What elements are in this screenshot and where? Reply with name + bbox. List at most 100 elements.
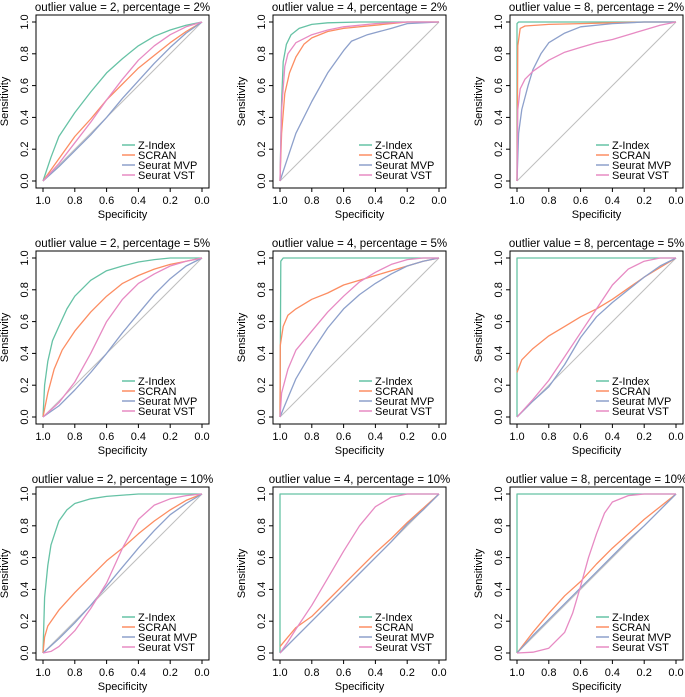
roc-panel: outlier value = 4, percentage = 2% 1.0 0.8… [236, 2, 447, 221]
y-tick-label: 0.6 [19, 550, 31, 565]
reference-diagonal [42, 493, 203, 654]
x-tick-label: 0.4 [605, 431, 620, 443]
y-tick-label: 0.0 [493, 645, 505, 660]
y-tick-label: 0.4 [19, 110, 31, 125]
y-axis-label: Sensitivity [0, 76, 11, 126]
y-tick-label: 0.0 [256, 409, 268, 424]
legend-label: Seurat VST [375, 406, 432, 418]
roc-line-seurat-mvp [279, 493, 440, 654]
x-axis-label: Specificity [335, 209, 385, 221]
x-tick-label: 0.6 [336, 431, 351, 443]
x-tick-label: 0.4 [131, 667, 146, 679]
roc-panel: outlier value = 2, percentage = 10%1.0 0.… [0, 474, 213, 693]
y-tick-label: 0.6 [493, 78, 505, 93]
roc-line-seurat-mvp [42, 493, 203, 654]
x-tick-label: 0.4 [368, 195, 383, 207]
roc-line-seurat-vst [279, 21, 439, 182]
y-tick-label: 0.8 [19, 282, 31, 297]
y-tick-label: 0.8 [19, 46, 31, 61]
roc-line-seurat-vst [279, 257, 439, 418]
y-tick-label: 0.0 [19, 645, 31, 660]
x-tick-label: 0.6 [99, 195, 114, 207]
legend-label: SCRAN [375, 386, 414, 398]
roc-panel: outlier value = 8, percentage = 2% 1.0 0.8… [473, 2, 684, 221]
x-tick-label: 0.2 [163, 431, 178, 443]
legend-label: Seurat MVP [612, 632, 671, 644]
x-tick-label: 0.0 [668, 195, 683, 207]
x-tick-label: 0.6 [99, 667, 114, 679]
y-tick-label: 0.8 [19, 518, 31, 533]
x-tick-label: 0.8 [304, 667, 319, 679]
roc-line-z-index [279, 21, 439, 182]
legend-label: Z-Index [138, 376, 176, 388]
y-axis-label: Sensitivity [473, 76, 485, 126]
y-tick-label: 0.6 [493, 550, 505, 565]
y-tick-label: 0.0 [256, 645, 268, 660]
x-tick-label: 1.0 [509, 195, 524, 207]
x-axis-label: Specificity [98, 445, 148, 457]
legend-label: Z-Index [375, 140, 413, 152]
legend-label: Seurat VST [612, 170, 669, 182]
y-tick-label: 0.2 [19, 142, 31, 157]
legend-label: Seurat VST [138, 170, 195, 182]
x-tick-label: 0.4 [131, 195, 146, 207]
y-tick-label: 1.0 [256, 486, 268, 501]
legend-label: Seurat MVP [138, 160, 197, 172]
x-axis-label: Specificity [98, 681, 148, 693]
legend-label: Z-Index [612, 140, 650, 152]
roc-line-seurat-vst [516, 493, 676, 654]
legend-label: Seurat MVP [375, 160, 434, 172]
roc-line-seurat-mvp [279, 21, 440, 182]
panel-title: outlier value = 4, percentage = 2% [272, 2, 447, 14]
x-tick-label: 1.0 [509, 431, 524, 443]
x-axis-label: Specificity [98, 209, 148, 221]
y-tick-label: 1.0 [493, 250, 505, 265]
panel-title: outlier value = 2, percentage = 2% [35, 2, 210, 14]
legend-label: Z-Index [612, 376, 650, 388]
x-tick-label: 0.8 [67, 667, 82, 679]
roc-line-seurat-vst [42, 21, 203, 182]
panel-title: outlier value = 4, percentage = 10% [269, 474, 451, 486]
legend-label: SCRAN [375, 150, 414, 162]
panel-title: outlier value = 8, percentage = 10% [506, 474, 685, 486]
panel-title: outlier value = 8, percentage = 5% [509, 238, 684, 250]
y-tick-label: 0.8 [493, 46, 505, 61]
roc-panel: outlier value = 8, percentage = 5% 1.0 0.8… [473, 238, 684, 457]
x-tick-label: 0.0 [431, 667, 446, 679]
x-tick-label: 0.2 [163, 195, 178, 207]
x-tick-label: 0.6 [573, 667, 588, 679]
y-tick-label: 1.0 [19, 250, 31, 265]
legend-label: Seurat MVP [138, 396, 197, 408]
roc-panel: outlier value = 2, percentage = 5% 1.0 0.8… [0, 238, 210, 457]
x-tick-label: 0.0 [431, 195, 446, 207]
roc-line-z-index [279, 257, 439, 418]
y-axis-label: Sensitivity [0, 548, 11, 598]
y-tick-label: 0.8 [493, 282, 505, 297]
y-tick-label: 0.0 [493, 173, 505, 188]
x-tick-label: 0.8 [541, 195, 556, 207]
roc-line-seurat-mvp [516, 21, 676, 182]
legend-label: Seurat MVP [375, 396, 434, 408]
x-tick-label: 0.4 [368, 667, 383, 679]
roc-panel: outlier value = 2, percentage = 2% 1.0 0.8… [0, 2, 210, 221]
y-tick-label: 0.2 [256, 378, 268, 393]
legend-label: Z-Index [375, 376, 413, 388]
y-tick-label: 0.4 [256, 582, 268, 597]
reference-diagonal [516, 21, 677, 182]
roc-line-scran [42, 21, 203, 182]
x-axis-label: Specificity [335, 681, 385, 693]
x-tick-label: 0.6 [336, 667, 351, 679]
y-tick-label: 0.2 [19, 378, 31, 393]
reference-diagonal [279, 21, 440, 182]
y-tick-label: 0.4 [493, 582, 505, 597]
legend-label: SCRAN [612, 386, 651, 398]
x-axis-label: Specificity [572, 681, 622, 693]
roc-line-scran [279, 21, 439, 182]
y-tick-label: 0.0 [19, 173, 31, 188]
x-tick-label: 0.6 [336, 195, 351, 207]
x-tick-label: 0.8 [67, 431, 82, 443]
legend-label: SCRAN [138, 386, 177, 398]
roc-line-z-index [516, 493, 676, 653]
